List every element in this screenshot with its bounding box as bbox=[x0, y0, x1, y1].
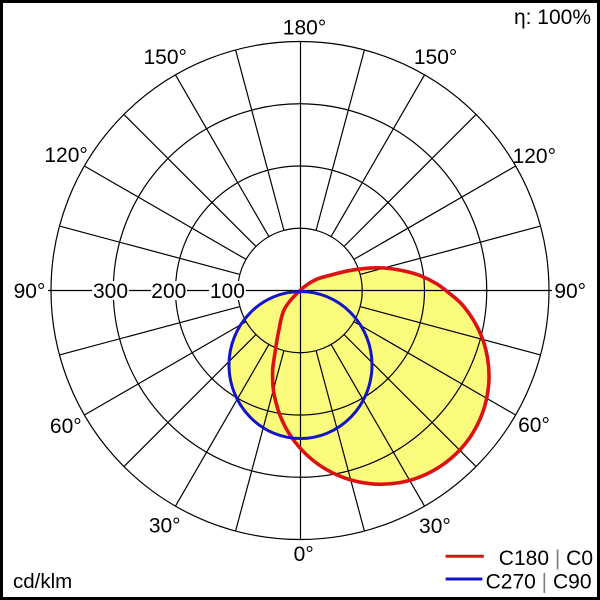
svg-text:η: 100%: η: 100% bbox=[514, 6, 591, 29]
svg-text:60°: 60° bbox=[50, 415, 82, 438]
svg-text:180°: 180° bbox=[283, 16, 326, 39]
svg-text:200: 200 bbox=[151, 280, 186, 303]
svg-text:100: 100 bbox=[210, 280, 245, 303]
svg-text:60°: 60° bbox=[518, 414, 550, 437]
svg-text:150°: 150° bbox=[143, 46, 186, 69]
svg-text:90°: 90° bbox=[14, 280, 46, 303]
svg-text:150°: 150° bbox=[414, 46, 457, 69]
svg-text:0°: 0° bbox=[294, 543, 314, 566]
svg-text:120°: 120° bbox=[44, 144, 87, 167]
svg-text:C180 | C0: C180 | C0 bbox=[499, 547, 593, 570]
svg-text:30°: 30° bbox=[149, 514, 181, 537]
svg-text:300: 300 bbox=[93, 280, 128, 303]
svg-text:90°: 90° bbox=[554, 280, 586, 303]
svg-text:120°: 120° bbox=[513, 145, 556, 168]
svg-text:cd/klm: cd/klm bbox=[13, 570, 72, 593]
svg-text:C270 | C90: C270 | C90 bbox=[486, 571, 592, 594]
svg-text:30°: 30° bbox=[419, 515, 451, 538]
